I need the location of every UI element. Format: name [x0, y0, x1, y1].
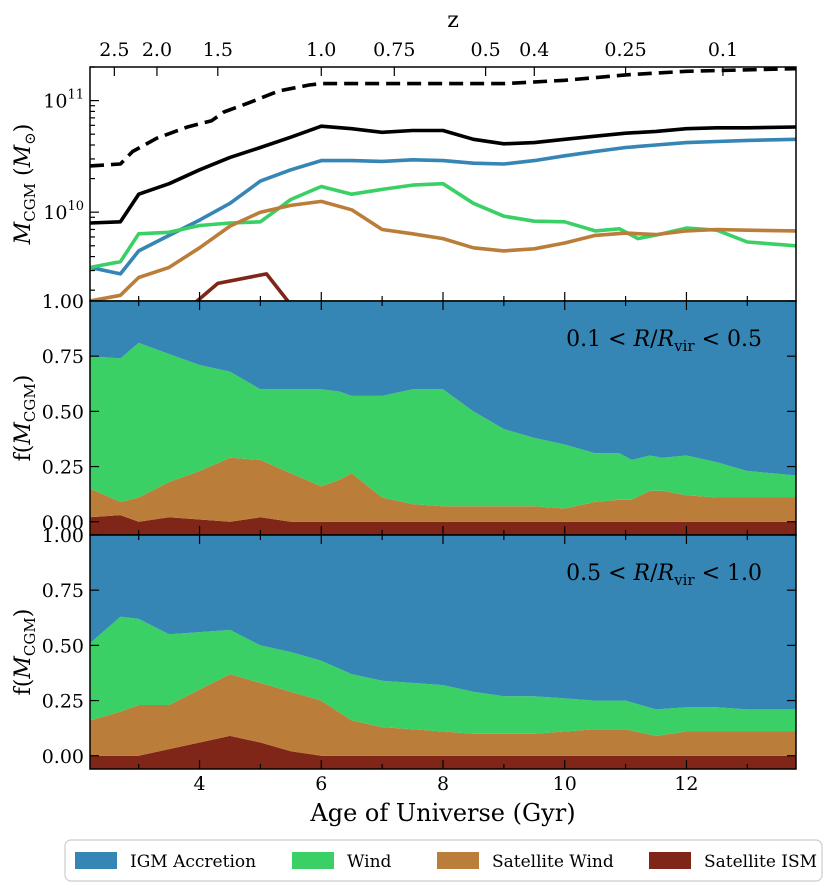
z-tick-label: 1.5: [203, 39, 233, 61]
legend-swatch: [292, 852, 334, 869]
y-tick-label: 1.00: [42, 525, 84, 547]
legend-label: Wind: [347, 852, 392, 872]
annotation-vir: vir: [673, 337, 695, 355]
z-tick-label: 2.5: [99, 39, 129, 61]
region-annotation: 0.5 < R/Rvir < 1.0: [566, 561, 762, 589]
x-axis-label: Age of Universe (Gyr): [309, 799, 575, 827]
y-label-open: f(: [11, 679, 36, 696]
y-tick-label: 0.25: [42, 691, 84, 713]
annotation-rvir: R: [657, 561, 675, 586]
y-tick-label: 1011: [43, 88, 84, 113]
z-tick-label: 2.0: [142, 39, 172, 61]
annotation-r: R: [633, 561, 651, 586]
y-tick-label: 1010: [43, 199, 84, 224]
y-label-close: ): [11, 375, 36, 384]
series-lines: [90, 67, 796, 301]
legend: IGM Accretion Wind Satellite Wind Satellite…: [64, 839, 823, 882]
legend-swatch: [75, 852, 117, 869]
annotation-post: < 1.0: [695, 561, 762, 586]
y-label-main: M: [11, 422, 36, 446]
y-label-main: M: [11, 656, 36, 680]
area-igm: [90, 535, 796, 710]
y-label-unit-close: ): [11, 124, 36, 133]
y-label-sub: CGM: [21, 183, 39, 222]
z-tick-label: 0.1: [708, 39, 738, 61]
area-layers: [90, 535, 796, 769]
z-tick-label: 0.5: [470, 39, 500, 61]
annotation-pre: 0.1 <: [566, 327, 633, 352]
annotation-rvir: R: [657, 327, 675, 352]
legend-swatch: [437, 852, 479, 869]
area-wind: [90, 342, 796, 509]
legend-label: IGM Accretion: [130, 852, 256, 872]
y-axis-label-mass: MCGM (M⊙): [11, 124, 39, 246]
panel-fraction-outer: 4 6 8 10 12 Age of Universe (Gyr) 0.00 0.25 0.50…: [11, 525, 797, 827]
area-igm: [90, 301, 796, 476]
y-tick-label: 0.00: [42, 512, 84, 534]
series-line-igm: [90, 137, 796, 276]
area-satwind: [90, 674, 796, 756]
area-satism: [90, 735, 796, 769]
x-tick-label: 4: [194, 773, 206, 795]
annotation-slash: /: [650, 561, 658, 586]
legend-label: Satellite ISM: [704, 852, 817, 872]
z-tick-label: 0.4: [519, 39, 549, 61]
area-layers: [90, 301, 796, 535]
y-tick-label: 0.25: [42, 457, 84, 479]
legend-label: Satellite Wind: [492, 852, 614, 872]
y-tick-label: 0.50: [42, 635, 84, 657]
y-tick-exp: 11: [67, 88, 84, 103]
series-line-satwind: [90, 199, 796, 301]
region-annotation: 0.1 < R/Rvir < 0.5: [566, 327, 762, 355]
z-tick-label: 0.75: [373, 39, 415, 61]
series-line-wind: [90, 181, 796, 270]
y-label-main: M: [11, 221, 36, 245]
panel-fraction-inner: 0.00 0.25 0.50 0.75 1.00 f(MCGM) 0.1 < R/Rvir …: [11, 291, 797, 536]
y-label-unit-open: (: [11, 167, 36, 183]
series-line-total: [90, 124, 796, 225]
x-tick-label: 10: [553, 773, 577, 795]
area-wind: [90, 616, 796, 736]
y-label-sub: CGM: [21, 617, 39, 656]
annotation-vir: vir: [673, 571, 695, 589]
annotation-post: < 0.5: [695, 327, 762, 352]
area-satwind: [90, 457, 796, 522]
y-tick-label: 0.00: [42, 746, 84, 768]
z-axis-label: z: [447, 8, 459, 33]
area-satism: [90, 515, 796, 535]
annotation-pre: 0.5 <: [566, 561, 633, 586]
x-tick-label: 6: [315, 773, 327, 795]
y-label-unit-sub: ⊙: [21, 132, 39, 145]
series-line-satism: [194, 272, 290, 301]
z-tick-label: 0.25: [604, 39, 646, 61]
y-tick-label: 0.75: [42, 580, 84, 602]
panel-mass-evolution: 2.5 2.0 1.5 1.0 0.75 0.5 0.4 0.25 0.1z10101011MC…: [11, 8, 797, 302]
y-tick-label: 1.00: [42, 291, 84, 313]
series-line-dashed: [90, 67, 796, 168]
y-axis-label-fraction: f(MCGM): [11, 609, 39, 696]
x-tick-label: 12: [674, 773, 698, 795]
z-tick-label: 1.0: [306, 39, 336, 61]
y-tick-label: 0.75: [42, 346, 84, 368]
annotation-r: R: [633, 327, 651, 352]
annotation-slash: /: [650, 327, 658, 352]
y-label-unit-main: M: [11, 144, 36, 168]
y-tick-base: 10: [43, 202, 67, 224]
y-label-sub: CGM: [21, 383, 39, 422]
y-tick-base: 10: [43, 91, 67, 113]
y-label-close: ): [11, 609, 36, 618]
y-tick-label: 0.50: [42, 401, 84, 423]
y-label-open: f(: [11, 445, 36, 462]
x-tick-label: 8: [437, 773, 449, 795]
y-tick-exp: 10: [67, 199, 84, 214]
y-axis-label-fraction: f(MCGM): [11, 375, 39, 462]
legend-swatch: [649, 852, 691, 869]
